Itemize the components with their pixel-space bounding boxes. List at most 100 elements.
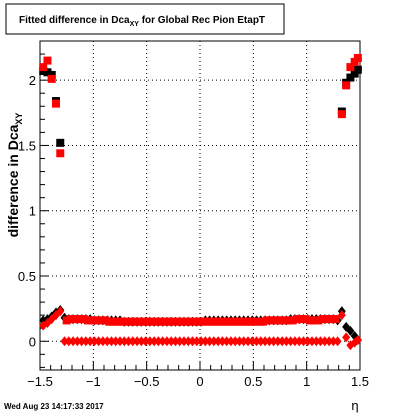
x-tick-label: 0.5 bbox=[244, 374, 262, 389]
square-marker bbox=[101, 316, 110, 325]
y-tick-label: 1 bbox=[29, 204, 36, 219]
diamond-marker bbox=[154, 336, 163, 347]
square-marker bbox=[143, 317, 152, 326]
square-marker bbox=[182, 317, 191, 326]
diamond-marker bbox=[64, 336, 73, 347]
square-marker bbox=[284, 316, 293, 325]
diamond-marker bbox=[222, 336, 231, 347]
square-marker bbox=[194, 317, 203, 326]
square-marker bbox=[56, 138, 65, 147]
square-marker bbox=[237, 317, 246, 326]
diamond-marker bbox=[107, 336, 116, 347]
square-marker bbox=[263, 316, 272, 325]
square-marker bbox=[301, 315, 310, 324]
diamond-marker bbox=[77, 336, 86, 347]
title-frame bbox=[5, 3, 285, 35]
diamond-marker bbox=[205, 336, 214, 347]
diamond-marker bbox=[252, 336, 261, 347]
square-marker bbox=[280, 316, 289, 325]
square-marker bbox=[190, 317, 199, 326]
square-marker bbox=[250, 317, 259, 326]
diamond-marker bbox=[128, 336, 137, 347]
diamond-marker bbox=[265, 336, 274, 347]
square-marker bbox=[267, 316, 276, 325]
diamond-marker bbox=[290, 336, 299, 347]
diamond-marker bbox=[303, 336, 312, 347]
square-marker bbox=[199, 317, 208, 326]
data-markers bbox=[39, 53, 362, 351]
square-marker bbox=[52, 99, 60, 108]
diamond-marker bbox=[167, 336, 176, 347]
square-marker bbox=[96, 316, 105, 325]
diamond-marker bbox=[184, 336, 193, 347]
square-marker bbox=[293, 315, 302, 324]
square-marker bbox=[43, 68, 52, 77]
square-marker bbox=[314, 316, 323, 325]
diamond-marker bbox=[145, 336, 154, 347]
square-marker bbox=[346, 73, 355, 82]
diamond-marker bbox=[256, 336, 265, 347]
tick-labels: −1.5 −1 −0.5 0 0.5 1 1.5 0 0.5 1 1.5 2 bbox=[18, 73, 369, 389]
square-marker bbox=[165, 317, 174, 326]
y-tick-label: 0.5 bbox=[18, 269, 36, 284]
diamond-marker bbox=[320, 336, 329, 347]
x-axis-label: η bbox=[351, 398, 358, 413]
diamond-marker bbox=[333, 336, 342, 347]
diamond-marker bbox=[171, 336, 180, 347]
diamond-marker bbox=[81, 336, 90, 347]
x-tick-label: −1 bbox=[86, 374, 101, 389]
diamond-marker bbox=[286, 336, 295, 347]
square-marker bbox=[331, 315, 340, 324]
diamond-marker bbox=[218, 336, 227, 347]
diamond-marker bbox=[214, 336, 223, 347]
square-marker bbox=[203, 317, 212, 326]
diamond-marker bbox=[141, 336, 150, 347]
diamond-marker bbox=[299, 336, 308, 347]
diamond-marker bbox=[261, 336, 270, 347]
diamond-marker bbox=[278, 336, 287, 347]
diamond-marker bbox=[133, 336, 142, 347]
diamond-marker bbox=[316, 336, 325, 347]
diamond-marker bbox=[94, 336, 103, 347]
diamond-marker bbox=[116, 336, 124, 347]
diamond-marker bbox=[308, 336, 316, 347]
square-marker bbox=[105, 317, 114, 326]
square-marker bbox=[327, 315, 336, 324]
square-marker bbox=[169, 317, 178, 326]
diamond-marker bbox=[175, 336, 184, 347]
square-marker bbox=[342, 81, 351, 90]
diamond-marker bbox=[98, 336, 107, 347]
square-marker bbox=[233, 317, 242, 326]
title-subscript: XY bbox=[130, 21, 140, 28]
diamond-marker bbox=[235, 336, 244, 347]
y-axis-label-main: difference in Dca bbox=[5, 124, 21, 237]
diamond-marker bbox=[150, 336, 159, 347]
square-marker bbox=[56, 149, 65, 158]
diamond-marker bbox=[325, 336, 334, 347]
y-tick-label: 0 bbox=[29, 334, 36, 349]
diamond-marker bbox=[201, 336, 210, 347]
square-marker bbox=[177, 317, 186, 326]
square-marker bbox=[305, 316, 314, 325]
square-marker bbox=[276, 316, 284, 325]
square-marker bbox=[186, 317, 195, 326]
diamond-marker bbox=[248, 336, 257, 347]
square-marker bbox=[88, 316, 97, 325]
square-marker bbox=[43, 56, 52, 65]
diamond-marker bbox=[226, 336, 235, 347]
diamond-marker bbox=[137, 336, 146, 347]
diamond-marker bbox=[188, 336, 197, 347]
y-tick-label: 2 bbox=[29, 73, 36, 88]
square-marker bbox=[113, 317, 122, 326]
x-tick-label: −0.5 bbox=[134, 374, 160, 389]
diamond-marker bbox=[312, 336, 321, 347]
title-rest: for Global Rec Pion EtapT bbox=[139, 15, 265, 26]
square-marker bbox=[322, 315, 331, 324]
diamond-marker bbox=[180, 336, 188, 347]
square-marker bbox=[126, 317, 135, 326]
square-marker bbox=[353, 65, 362, 74]
y-tick-label: 1.5 bbox=[18, 138, 36, 153]
diamond-marker bbox=[60, 336, 69, 347]
square-marker bbox=[297, 315, 306, 324]
